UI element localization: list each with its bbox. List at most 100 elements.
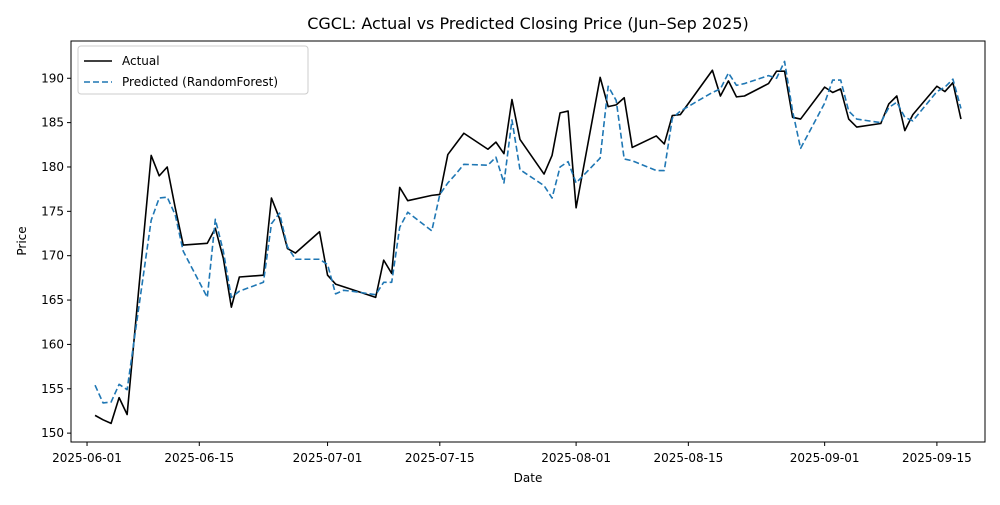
actual-point bbox=[800, 118, 802, 120]
predicted-point bbox=[631, 160, 633, 162]
y-tick-label: 175 bbox=[41, 204, 64, 218]
y-tick-label: 160 bbox=[41, 337, 64, 351]
predicted-point bbox=[335, 293, 337, 295]
predicted-point bbox=[896, 101, 898, 103]
predicted-point bbox=[880, 122, 882, 124]
predicted-point bbox=[784, 61, 786, 63]
predicted-point bbox=[728, 72, 730, 74]
actual-point bbox=[94, 415, 96, 417]
actual-point bbox=[848, 118, 850, 120]
predicted-point bbox=[158, 197, 160, 199]
x-tick-label: 2025-09-15 bbox=[902, 451, 972, 465]
x-tick-label: 2025-09-01 bbox=[790, 451, 860, 465]
actual-point bbox=[126, 414, 128, 416]
actual-point bbox=[744, 95, 746, 97]
predicted-point bbox=[375, 294, 377, 296]
predicted-point bbox=[327, 264, 329, 266]
legend-label: Predicted (RandomForest) bbox=[122, 75, 278, 89]
predicted-point bbox=[455, 173, 457, 175]
predicted-point bbox=[952, 78, 954, 80]
y-tick-label: 180 bbox=[41, 160, 64, 174]
predicted-point bbox=[271, 223, 273, 225]
predicted-point bbox=[856, 118, 858, 120]
predicted-point bbox=[110, 401, 112, 403]
actual-point bbox=[607, 106, 609, 108]
predicted-point bbox=[319, 258, 321, 260]
actual-point bbox=[559, 112, 561, 114]
predicted-point bbox=[599, 157, 601, 159]
x-tick-label: 2025-07-01 bbox=[293, 451, 363, 465]
actual-point bbox=[944, 91, 946, 93]
predicted-point bbox=[102, 402, 104, 404]
actual-point bbox=[832, 92, 834, 94]
plot-area bbox=[94, 60, 962, 425]
predicted-point bbox=[888, 107, 890, 109]
predicted-point bbox=[768, 75, 770, 77]
actual-point bbox=[495, 141, 497, 143]
predicted-point bbox=[944, 86, 946, 88]
predicted-point bbox=[118, 384, 120, 386]
predicted-point bbox=[351, 290, 353, 292]
actual-point bbox=[231, 306, 233, 308]
actual-point bbox=[239, 276, 241, 278]
actual-point bbox=[207, 242, 209, 244]
predicted-point bbox=[736, 85, 738, 87]
predicted-point bbox=[680, 110, 682, 112]
y-tick-label: 165 bbox=[41, 293, 64, 307]
actual-point bbox=[599, 77, 601, 79]
predicted-point bbox=[832, 79, 834, 81]
predicted-point bbox=[407, 211, 409, 213]
actual-point bbox=[623, 97, 625, 99]
actual-point bbox=[519, 139, 521, 141]
y-tick-label: 170 bbox=[41, 249, 64, 263]
actual-point bbox=[511, 99, 513, 101]
actual-series-line bbox=[94, 69, 962, 425]
predicted-point bbox=[776, 77, 778, 79]
predicted-point bbox=[720, 88, 722, 90]
actual-point bbox=[503, 153, 505, 155]
actual-point bbox=[768, 83, 770, 85]
predicted-point bbox=[263, 282, 265, 284]
actual-point bbox=[567, 110, 569, 112]
predicted-point bbox=[391, 282, 393, 284]
legend-label: Actual bbox=[122, 54, 160, 68]
actual-point bbox=[295, 252, 297, 254]
actual-point bbox=[543, 173, 545, 175]
predicted-point bbox=[655, 170, 657, 172]
predicted-point bbox=[543, 185, 545, 187]
legend: Actual Predicted (RandomForest) bbox=[77, 45, 309, 95]
actual-point bbox=[375, 297, 377, 299]
y-tick-label: 150 bbox=[41, 426, 64, 440]
predicted-point bbox=[207, 297, 209, 299]
predicted-point bbox=[800, 148, 802, 150]
predicted-point bbox=[447, 182, 449, 184]
actual-point bbox=[455, 143, 457, 145]
actual-point bbox=[327, 274, 329, 276]
actual-point bbox=[158, 175, 160, 177]
predicted-point bbox=[503, 182, 505, 184]
actual-point bbox=[166, 166, 168, 168]
predicted-point bbox=[712, 92, 714, 94]
predicted-point bbox=[567, 161, 569, 163]
x-tick-label: 2025-08-01 bbox=[541, 451, 611, 465]
y-axis-label: Price bbox=[15, 226, 29, 255]
predicted-point bbox=[231, 297, 233, 299]
predicted-point bbox=[239, 290, 241, 292]
actual-point bbox=[960, 118, 962, 120]
actual-point bbox=[407, 200, 409, 202]
predicted-series-line bbox=[94, 60, 962, 404]
predicted-point bbox=[824, 102, 826, 104]
actual-point bbox=[463, 132, 465, 134]
predicted-point bbox=[431, 230, 433, 232]
actual-point bbox=[150, 155, 152, 157]
predicted-point bbox=[295, 258, 297, 260]
predicted-point bbox=[551, 197, 553, 199]
actual-point bbox=[487, 148, 489, 150]
predicted-point bbox=[166, 196, 168, 198]
predicted-point bbox=[215, 219, 217, 221]
predicted-point bbox=[487, 164, 489, 166]
predicted-point bbox=[383, 282, 385, 284]
predicted-point bbox=[672, 117, 674, 119]
predicted-point bbox=[279, 212, 281, 214]
